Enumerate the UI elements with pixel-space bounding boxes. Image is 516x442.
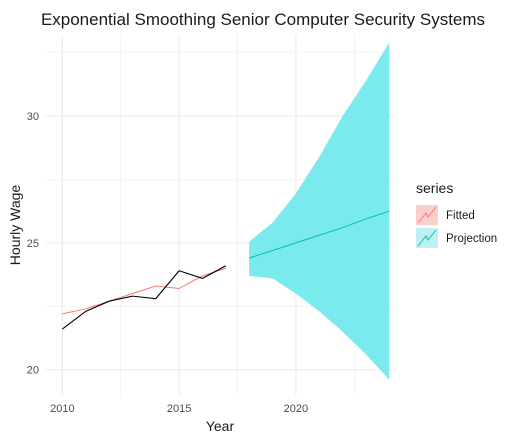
series-lines	[62, 210, 390, 330]
legend-key-fitted-line	[417, 206, 437, 224]
y-tick-label: 25	[27, 238, 39, 250]
projection-band-layer	[249, 42, 390, 380]
legend-label-fitted: Fitted	[446, 210, 475, 222]
chart-title: Exponential Smoothing Senior Computer Se…	[41, 10, 485, 29]
y-tick-label: 30	[27, 111, 39, 123]
x-tick-label: 2015	[167, 403, 191, 415]
legend: series Fitted Projection	[416, 180, 497, 248]
legend-label-projection: Projection	[446, 233, 497, 245]
actual-line	[62, 265, 227, 330]
legend-key-projection-line	[417, 229, 437, 247]
x-tick-label: 2020	[284, 403, 308, 415]
legend-title: series	[416, 180, 453, 196]
y-tick-label: 20	[27, 365, 39, 377]
y-axis-title: Hourly Wage	[7, 185, 23, 266]
x-tick-label: 2010	[50, 403, 74, 415]
projection-interval-band	[249, 42, 390, 380]
x-axis-title: Year	[206, 418, 235, 434]
projection-line	[249, 210, 390, 259]
fitted-line	[62, 267, 226, 315]
